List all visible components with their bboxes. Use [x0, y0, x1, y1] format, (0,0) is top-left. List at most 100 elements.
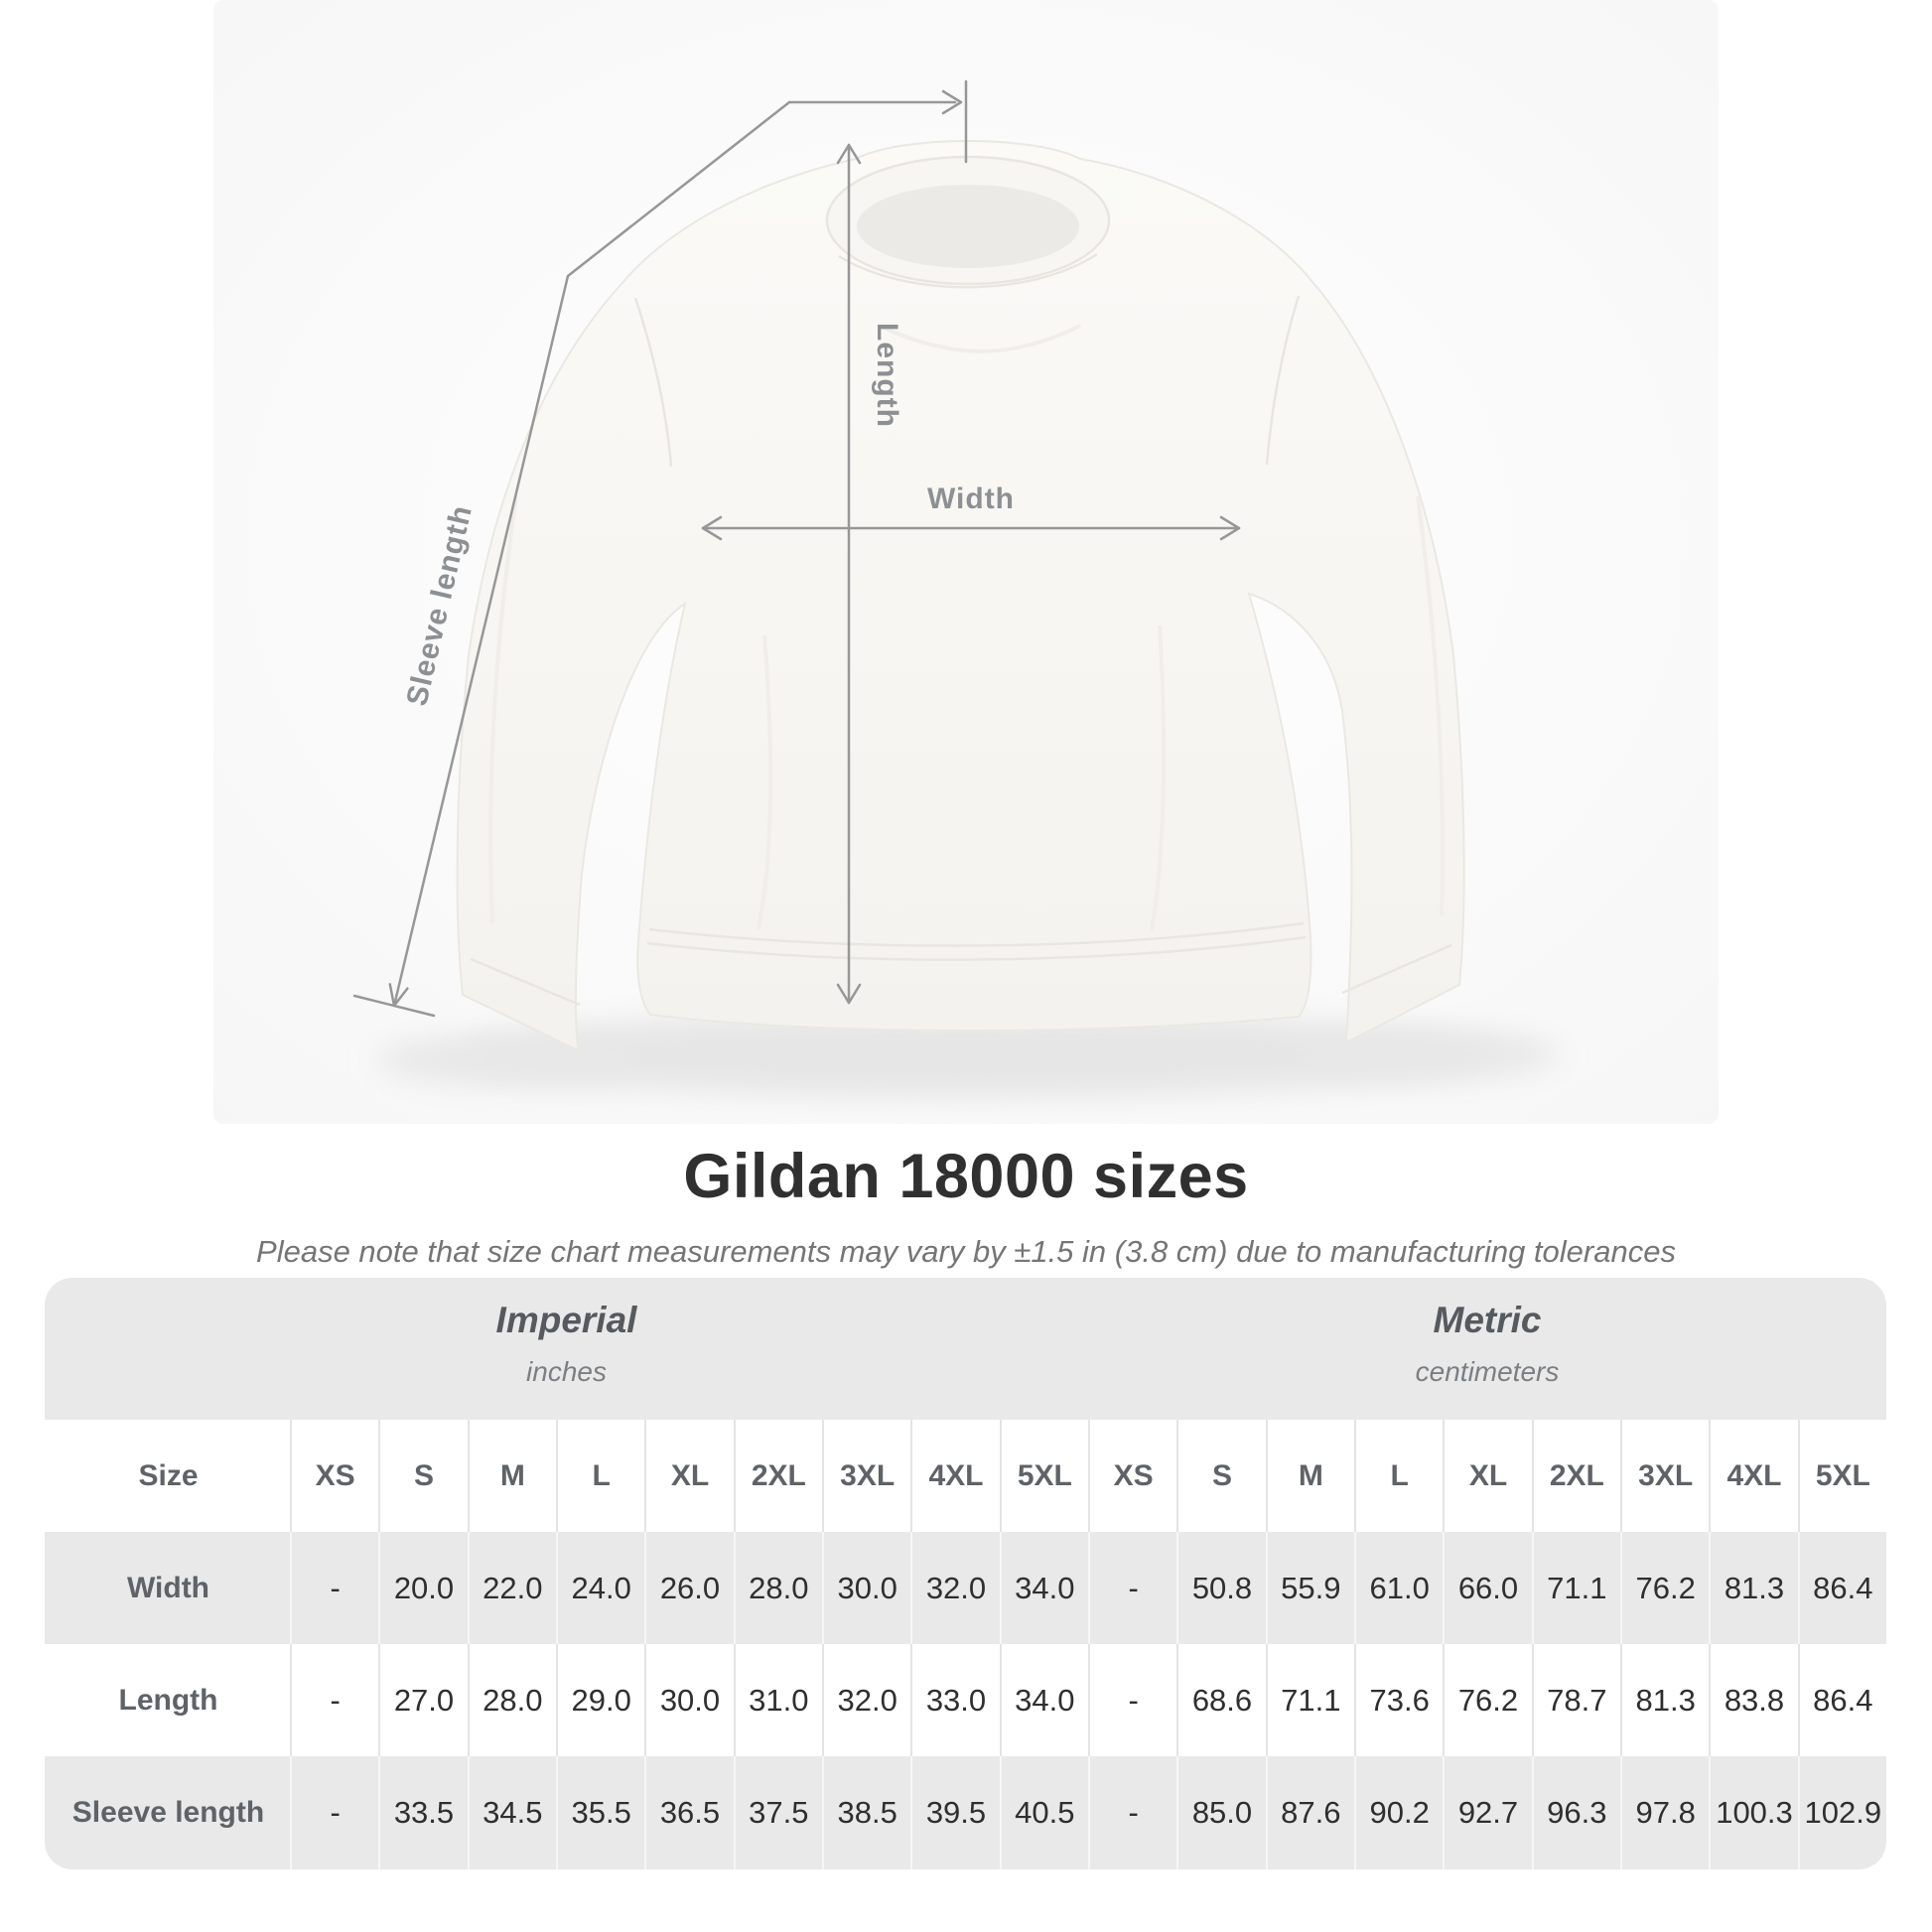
measurement-cell: 81.3 [1709, 1532, 1798, 1644]
size-col-header: 3XL [1620, 1420, 1710, 1532]
product-photo: Sleeve length Length Width [213, 0, 1719, 1124]
collar-inner [857, 185, 1079, 268]
size-col-header: 5XL [1797, 1420, 1886, 1532]
measurement-cell: - [290, 1756, 379, 1869]
size-col-header: 5XL [999, 1420, 1088, 1532]
unit-group-label: Metric [1433, 1300, 1542, 1340]
measurement-cell: 76.2 [1443, 1644, 1532, 1756]
unit-group-unit: centimeters [1415, 1356, 1560, 1387]
measurement-cell: 37.5 [733, 1756, 822, 1869]
left-cuff-seam [470, 957, 581, 1007]
sleeve-length-line [352, 100, 791, 1018]
unit-group-imperial: Imperial inches [45, 1278, 1088, 1420]
row-label-sleeve-length: Sleeve length [45, 1756, 290, 1869]
size-col-header: M [1265, 1420, 1354, 1532]
size-col-header: 3XL [822, 1420, 911, 1532]
measurement-cell: 97.8 [1620, 1756, 1710, 1869]
measurement-cell: 31.0 [733, 1644, 822, 1756]
measurement-cell: 34.0 [999, 1532, 1088, 1644]
measurement-cell: 30.0 [644, 1644, 734, 1756]
length-label: Length [871, 323, 903, 428]
measurement-cell: 86.4 [1797, 1644, 1886, 1756]
measurement-cell: 55.9 [1265, 1532, 1354, 1644]
size-col-header: Size [45, 1420, 290, 1532]
measurement-cell: 26.0 [644, 1532, 734, 1644]
size-col-header: XS [290, 1420, 379, 1532]
measurement-cell: 83.8 [1709, 1644, 1798, 1756]
size-col-header: 4XL [910, 1420, 1000, 1532]
size-col-header: L [1354, 1420, 1444, 1532]
measurement-cell: 38.5 [822, 1756, 911, 1869]
unit-group-metric: Metric centimeters [1088, 1278, 1886, 1420]
size-col-header: S [1176, 1420, 1266, 1532]
left-shoulder-seam [633, 297, 673, 468]
measurement-cell: 34.5 [467, 1756, 556, 1869]
measurement-cell: 66.0 [1443, 1532, 1532, 1644]
width-label: Width [927, 483, 1015, 515]
right-cuff-seam [1341, 943, 1452, 995]
measurement-cell: - [290, 1644, 379, 1756]
size-col-header: S [378, 1420, 468, 1532]
measurement-cell: 29.0 [556, 1644, 645, 1756]
measurement-cell: 90.2 [1354, 1756, 1444, 1869]
measurement-cell: 85.0 [1176, 1756, 1266, 1869]
size-col-header: 2XL [1531, 1420, 1620, 1532]
measurement-cell: - [290, 1532, 379, 1644]
measurement-cell: 24.0 [556, 1532, 645, 1644]
size-col-header: L [556, 1420, 645, 1532]
page-subtitle: Please note that size chart measurements… [256, 1234, 1676, 1269]
measurement-cell: 39.5 [910, 1756, 1000, 1869]
measurement-cell: 71.1 [1265, 1644, 1354, 1756]
row-label-length: Length [45, 1644, 290, 1756]
size-col-header: XS [1088, 1420, 1177, 1532]
measurement-cell: 36.5 [644, 1756, 734, 1869]
measurement-cell: - [1088, 1756, 1177, 1869]
hps-reference-line [787, 79, 968, 164]
size-table: Imperial inches Metric centimeters Size … [45, 1278, 1886, 1869]
unit-group-label: Imperial [495, 1300, 637, 1340]
measurement-cell: 34.0 [999, 1644, 1088, 1756]
measurement-cell: 73.6 [1354, 1644, 1444, 1756]
measurement-cell: 20.0 [378, 1532, 468, 1644]
hem-seam [646, 935, 1307, 961]
measurement-cell: 32.0 [910, 1532, 1000, 1644]
measurement-cell: 30.0 [822, 1532, 911, 1644]
collar-stitch [838, 252, 1098, 289]
measurement-cell: 33.0 [910, 1644, 1000, 1756]
measurement-cell: 50.8 [1176, 1532, 1266, 1644]
measurement-cell: 61.0 [1354, 1532, 1444, 1644]
measurement-cell: 92.7 [1443, 1756, 1532, 1869]
measurement-cell: 22.0 [467, 1532, 556, 1644]
sweatshirt-body [456, 140, 1465, 1052]
right-shoulder-seam [1265, 295, 1301, 466]
measurement-cell: 100.3 [1709, 1756, 1798, 1869]
measurement-cell: 81.3 [1620, 1644, 1710, 1756]
measurement-cell: 78.7 [1531, 1644, 1620, 1756]
measurement-cell: 28.0 [733, 1532, 822, 1644]
measurement-cell: 68.6 [1176, 1644, 1266, 1756]
page-title: Gildan 18000 sizes [683, 1142, 1249, 1211]
measurement-cell: 28.0 [467, 1644, 556, 1756]
unit-group-unit: inches [526, 1356, 607, 1387]
fabric-folds [488, 324, 1445, 932]
measurement-cell: - [1088, 1644, 1177, 1756]
row-label-width: Width [45, 1532, 290, 1644]
hem-stitch [648, 921, 1305, 947]
size-col-header: 2XL [733, 1420, 822, 1532]
measurement-cell: - [1088, 1532, 1177, 1644]
measurement-cell: 35.5 [556, 1756, 645, 1869]
size-col-header: 4XL [1709, 1420, 1798, 1532]
measurement-cell: 86.4 [1797, 1532, 1886, 1644]
length-line [836, 143, 862, 1005]
measurement-cell: 102.9 [1797, 1756, 1886, 1869]
size-col-header: M [467, 1420, 556, 1532]
size-col-header: XL [644, 1420, 734, 1532]
size-col-header: XL [1443, 1420, 1532, 1532]
measurement-cell: 40.5 [999, 1756, 1088, 1869]
width-line [701, 515, 1241, 541]
measurement-cell: 71.1 [1531, 1532, 1620, 1644]
measurement-cell: 76.2 [1620, 1532, 1710, 1644]
measurement-cell: 32.0 [822, 1644, 911, 1756]
sweatshirt-illustration [456, 140, 1465, 1052]
